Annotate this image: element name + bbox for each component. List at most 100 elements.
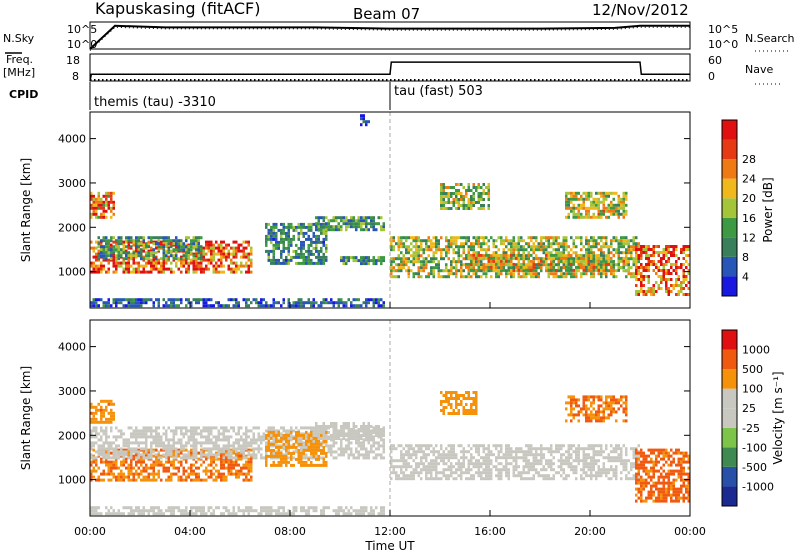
power-cell [455,251,458,255]
power-cell [652,251,655,254]
velocity-cell [357,509,360,513]
power-cell [635,272,638,275]
velocity-cell [90,402,93,406]
velocity-cell [92,414,95,418]
power-cell [477,239,480,243]
power-cell [112,248,115,252]
power-cell [517,272,520,276]
power-cell [100,197,103,201]
power-cell [272,301,275,305]
power-cell [477,236,480,240]
power-cell [615,203,618,207]
power-cell [590,259,593,263]
power-cell [397,254,400,258]
power-cell [595,203,598,207]
power-cell [655,245,658,248]
velocity-cell [337,509,340,513]
power-cell [540,236,543,240]
power-cell [170,301,173,305]
power-cell [467,262,470,266]
power-cell [210,246,213,250]
power-cell [562,236,565,240]
velocity-cell [292,445,295,449]
power-cell [497,253,500,257]
power-cell [315,249,318,253]
power-cell [312,298,315,302]
power-cell [242,264,245,268]
power-cell [325,237,328,241]
velocity-cell [92,460,95,464]
power-cell [352,304,355,308]
power-cell [477,259,480,263]
power-cell [445,269,448,273]
velocity-cell [270,506,273,510]
power-cell [485,265,488,269]
power-cell [442,195,445,198]
velocity-cell [110,411,113,415]
power-cell [575,197,578,201]
power-cell [127,236,130,240]
power-cell [137,264,140,268]
power-cell [225,258,228,262]
power-cell [180,298,183,302]
velocity-cell [97,444,100,448]
velocity-cell [205,447,208,451]
velocity-cell [170,460,173,464]
velocity-cell [115,456,118,460]
power-cell [172,301,175,305]
power-cell [635,236,638,240]
power-cell [185,243,188,247]
velocity-cell [260,435,263,439]
power-cell [170,249,173,253]
power-cell [180,242,183,246]
velocity-cell [302,451,305,455]
power-cell [640,290,643,293]
power-cell [637,260,640,264]
power-cell [652,269,655,272]
velocity-cell [132,466,135,470]
power-cell [445,192,448,195]
velocity-cell [115,444,118,448]
power-cell [97,264,100,268]
power-cell [230,298,233,302]
station-title: Kapuskasing (fitACF) [95,0,260,18]
velocity-cell [300,457,303,461]
power-cell [112,261,115,265]
power-cell [682,275,685,278]
power-cell [342,301,345,305]
power-cell [457,207,460,210]
power-cell [115,304,118,308]
power-cell [307,298,310,302]
power-cell [642,275,645,278]
velocity-cell [120,469,123,473]
power-cell [100,203,103,207]
power-cell [452,260,455,264]
velocity-cell [270,426,273,430]
velocity-cell [215,463,218,467]
power-cell [275,225,278,229]
velocity-cell [252,450,255,454]
power-cell [502,262,505,266]
velocity-cell [392,471,395,475]
power-cell [162,257,165,261]
power-cell [530,262,533,266]
velocity-cell [135,478,138,482]
noise-left-tick-bottom: 10^0 [67,38,97,51]
power-cell [110,239,113,243]
power-cell [152,304,155,308]
velocity-cell [245,426,248,430]
power-cell [437,266,440,270]
power-cell [107,194,110,198]
velocity-cell [237,454,240,458]
power-cell [477,183,480,186]
velocity-cell [122,512,125,516]
velocity-cell [267,439,270,443]
velocity-cell [260,456,263,460]
velocity-cell [172,432,175,436]
power-cell [545,236,548,240]
velocity-cell [347,425,350,428]
power-cell [400,269,403,273]
power-cell [142,236,145,240]
velocity-cell [190,478,193,482]
power-cell [337,216,340,220]
